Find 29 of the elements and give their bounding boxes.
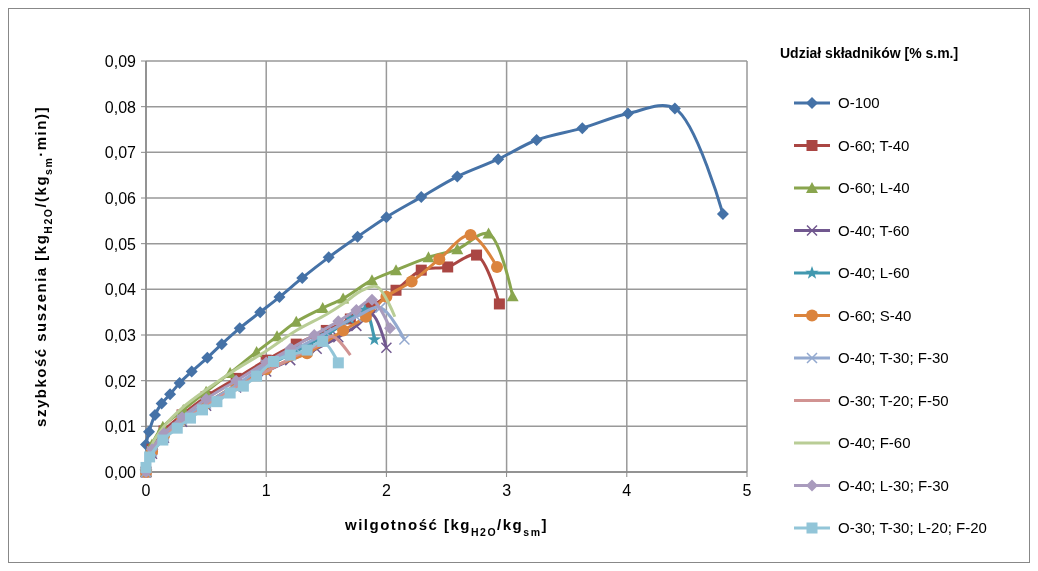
x-tick-label: 2 bbox=[381, 482, 391, 499]
legend-label: O-40; T-30; F-30 bbox=[838, 349, 949, 366]
x-tick-label: 4 bbox=[622, 482, 632, 499]
x-tick-label: 1 bbox=[261, 482, 271, 499]
y-tick-label: 0,00 bbox=[104, 464, 137, 481]
y-tick-label: 0,08 bbox=[104, 98, 137, 116]
legend-label: O-40; F-60 bbox=[838, 434, 911, 451]
legend-label: O-100 bbox=[838, 94, 880, 111]
y-tick-label: 0,07 bbox=[104, 144, 137, 162]
y-tick-label: 0,04 bbox=[104, 281, 137, 299]
legend-label: O-60; T-40 bbox=[838, 136, 910, 154]
y-tick-label: 0,06 bbox=[104, 190, 137, 207]
legend-label: O-40; L-30; F-30 bbox=[838, 476, 949, 494]
x-tick-label: 5 bbox=[742, 482, 752, 499]
legend-label: O-40; L-60 bbox=[838, 264, 910, 281]
x-tick-label: 3 bbox=[502, 482, 512, 499]
legend-label: O-60; S-40 bbox=[838, 306, 912, 324]
y-tick-label: 0,02 bbox=[104, 372, 137, 390]
legend-label: O-30; T-20; F-50 bbox=[838, 391, 949, 409]
y-tick-label: 0,05 bbox=[104, 235, 137, 253]
legend-label: O-60; L-40 bbox=[838, 179, 910, 196]
x-axis-title: wilgotność [kg$_{H2O}$/kg$_{sm}$] bbox=[344, 516, 548, 538]
legend-label: O-30; T-30; L-20; F-20 bbox=[838, 519, 987, 536]
y-tick-label: 0,03 bbox=[104, 327, 137, 344]
legend-label: O-40; T-60 bbox=[838, 221, 910, 239]
y-tick-label: 0,01 bbox=[104, 418, 137, 436]
legend-title: Udział składników [% s.m.] bbox=[780, 45, 959, 61]
y-tick-label: 0,09 bbox=[104, 53, 137, 70]
x-tick-label: 0 bbox=[141, 482, 151, 499]
